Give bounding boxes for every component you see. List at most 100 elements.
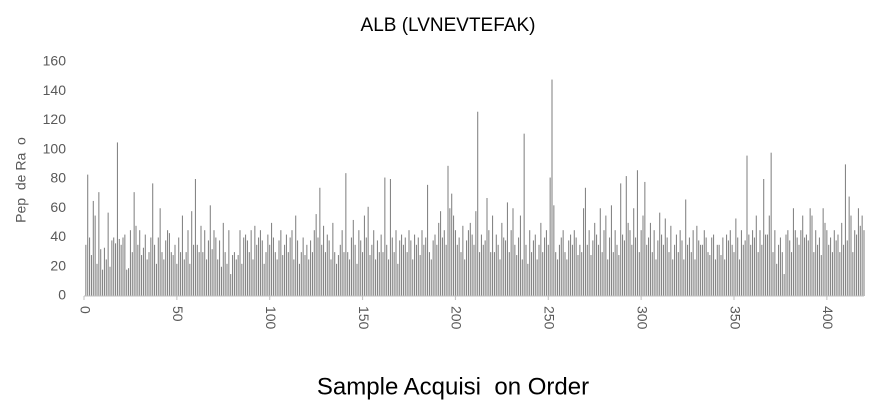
bar	[354, 244, 356, 296]
bar	[737, 237, 739, 296]
bar	[142, 247, 144, 296]
bar	[794, 230, 796, 296]
bar	[479, 252, 481, 296]
bar	[362, 252, 364, 296]
bar	[857, 208, 859, 296]
bar	[365, 237, 367, 296]
bar	[597, 244, 599, 296]
bar	[848, 196, 850, 296]
bar	[181, 215, 183, 296]
bar	[841, 222, 843, 296]
bar	[388, 259, 390, 296]
bar	[833, 230, 835, 296]
bar	[271, 222, 273, 296]
bar	[252, 259, 254, 296]
bar	[126, 269, 128, 296]
bar	[748, 234, 750, 296]
bar	[248, 252, 250, 296]
bar	[744, 240, 746, 296]
x-tick-label: 200	[449, 306, 465, 330]
bar	[830, 237, 832, 296]
bar	[843, 244, 845, 296]
bar	[237, 255, 239, 296]
bar	[844, 164, 846, 296]
bar	[157, 237, 159, 296]
bar	[447, 165, 449, 296]
bar	[87, 174, 89, 296]
bar	[854, 230, 856, 296]
bar	[102, 269, 104, 296]
y-tick-label: 60	[50, 199, 66, 215]
bar	[352, 219, 354, 296]
bar	[739, 259, 741, 296]
bar	[501, 222, 503, 296]
bar	[492, 215, 494, 296]
bar	[150, 237, 152, 296]
bar	[350, 237, 352, 296]
bar	[230, 274, 232, 296]
bar	[111, 240, 113, 296]
bar	[293, 259, 295, 296]
bar	[681, 240, 683, 296]
bar	[198, 252, 200, 296]
bar	[616, 244, 618, 296]
bar	[750, 244, 752, 296]
bar	[116, 142, 118, 296]
bar	[835, 240, 837, 296]
bar	[818, 237, 820, 296]
bar	[315, 214, 317, 296]
bar	[763, 179, 765, 296]
bar	[369, 255, 371, 296]
bar	[154, 244, 156, 296]
bar	[243, 237, 245, 296]
bar	[180, 252, 182, 296]
bar	[384, 177, 386, 296]
bar	[482, 244, 484, 296]
x-axis-label: Sample Acquisi on Order	[317, 373, 589, 400]
bar	[417, 237, 419, 296]
bar	[493, 252, 495, 296]
bar	[135, 225, 137, 296]
bar	[657, 240, 659, 296]
bar	[752, 230, 754, 296]
bar	[133, 192, 135, 296]
bar	[609, 237, 611, 296]
bar	[295, 215, 297, 296]
bar	[90, 255, 92, 296]
y-tick-label: 20	[50, 257, 66, 273]
bar	[469, 222, 471, 296]
bar	[317, 237, 319, 296]
bar	[698, 240, 700, 296]
bar	[304, 255, 306, 296]
bar	[577, 255, 579, 296]
bar	[506, 202, 508, 296]
bar	[139, 230, 141, 296]
bar	[779, 237, 781, 296]
bar	[796, 237, 798, 296]
bar	[798, 244, 800, 296]
bar	[339, 244, 341, 296]
bar	[183, 259, 185, 296]
bar	[278, 240, 280, 296]
bar	[460, 252, 462, 296]
bar	[206, 259, 208, 296]
bar	[308, 259, 310, 296]
bar	[826, 230, 828, 296]
bar	[521, 259, 523, 296]
bar	[640, 230, 642, 296]
bar	[343, 252, 345, 296]
x-tick-label: 50	[170, 306, 186, 322]
bar	[122, 237, 124, 296]
bar	[363, 215, 365, 296]
bar	[109, 266, 111, 296]
bar	[471, 234, 473, 296]
bar	[397, 263, 399, 296]
bar	[204, 230, 206, 296]
bar	[742, 244, 744, 296]
bar	[811, 215, 813, 296]
bar	[233, 252, 235, 296]
bar	[254, 225, 256, 296]
bar	[185, 252, 187, 296]
bar	[436, 244, 438, 296]
bar	[284, 244, 286, 296]
